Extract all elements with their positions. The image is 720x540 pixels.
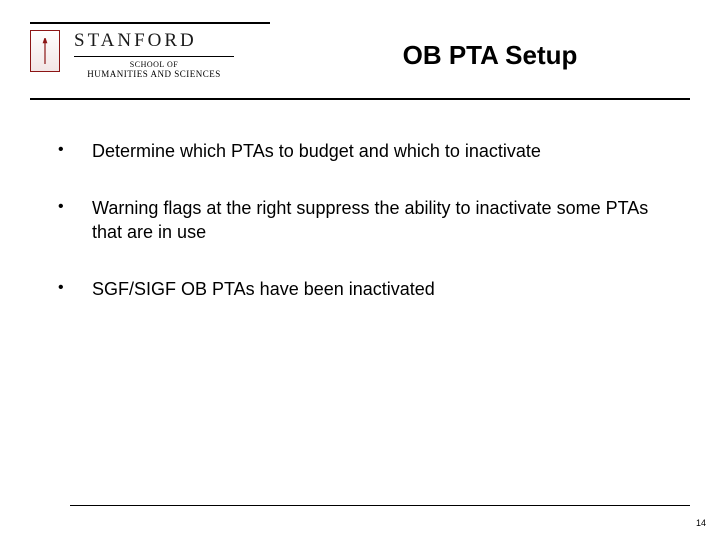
school-name: HUMANITIES AND SCIENCES	[74, 69, 234, 79]
bullet-text: Warning flags at the right suppress the …	[92, 197, 658, 244]
bullet-icon: •	[58, 197, 92, 218]
school-sub: SCHOOL OF HUMANITIES AND SCIENCES	[74, 56, 234, 79]
bullet-text: Determine which PTAs to budget and which…	[92, 140, 541, 163]
list-item: • Determine which PTAs to budget and whi…	[58, 140, 658, 163]
logo-text: STANFORD SCHOOL OF HUMANITIES AND SCIENC…	[74, 30, 234, 79]
content-area: • Determine which PTAs to budget and whi…	[58, 140, 658, 336]
logo-block: STANFORD SCHOOL OF HUMANITIES AND SCIENC…	[30, 30, 234, 79]
school-of-label: SCHOOL OF	[74, 60, 234, 69]
page-number: 14	[696, 518, 706, 528]
footer-rule	[70, 505, 690, 506]
list-item: • Warning flags at the right suppress th…	[58, 197, 658, 244]
bullet-icon: •	[58, 140, 92, 161]
list-item: • SGF/SIGF OB PTAs have been inactivated	[58, 278, 658, 301]
page-title: OB PTA Setup	[300, 40, 680, 71]
university-name: STANFORD	[74, 30, 234, 52]
header-rule	[30, 98, 690, 100]
stanford-seal-icon	[30, 30, 60, 72]
top-rule	[30, 22, 270, 24]
bullet-text: SGF/SIGF OB PTAs have been inactivated	[92, 278, 435, 301]
bullet-icon: •	[58, 278, 92, 299]
